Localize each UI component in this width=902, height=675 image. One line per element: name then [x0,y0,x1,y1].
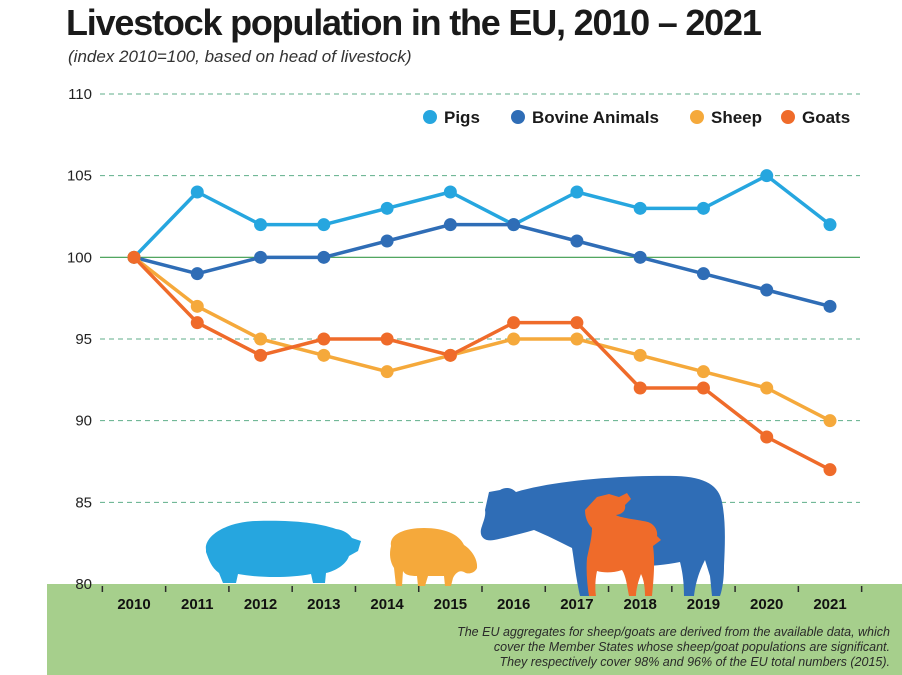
legend-marker [423,110,437,124]
x-tick-label: 2011 [181,596,214,613]
x-tick-label: 2021 [813,596,846,613]
data-point-goats-2017 [570,316,584,330]
legend-label: Goats [802,108,850,127]
data-point-bovine-animals-2016 [507,218,521,232]
data-point-pigs-2018 [633,201,647,215]
data-point-pigs-2015 [443,185,457,199]
series-line-bovine-animals [132,222,832,309]
footnote-line-2: cover the Member States whose sheep/goat… [494,640,890,654]
data-point-bovine-animals-2018 [633,250,647,264]
series-pigs [127,169,837,264]
data-point-goats-2011 [190,316,204,330]
data-point-bovine-animals-2019 [696,267,710,281]
legend-item-bovine-animals: Bovine Animals [511,108,659,127]
x-tick-label: 2017 [560,596,593,613]
data-point-goats-2019 [696,381,710,395]
sheep-silhouette [390,528,478,586]
data-point-bovine-animals-2017 [570,234,584,248]
data-point-goats-2015 [443,348,457,362]
x-tick-label: 2015 [434,596,467,613]
legend-item-sheep: Sheep [690,108,762,127]
data-point-bovine-animals-2015 [443,218,457,232]
data-point-bovine-animals-2011 [190,267,204,281]
data-point-goats-2012 [254,348,268,362]
data-point-pigs-2012 [254,218,268,232]
y-tick-label: 100 [67,249,92,266]
data-point-goats-2013 [317,332,331,346]
legend-marker [690,110,704,124]
data-point-goats-2020 [760,430,774,444]
series-line-pigs [132,173,832,260]
x-tick-label: 2019 [687,596,720,613]
pig-silhouette [205,520,361,583]
data-point-bovine-animals-2013 [317,250,331,264]
y-tick-label: 85 [75,494,92,511]
chart-subtitle: (index 2010=100, based on head of livest… [68,47,412,66]
data-point-goats-2021 [823,463,837,477]
data-point-goats-2010 [127,250,141,264]
y-axis-ticks: 80 85 90 95 100 105 110 [67,86,92,593]
data-point-sheep-2020 [760,381,774,395]
footnote: The EU aggregates for sheep/goats are de… [457,625,890,669]
x-tick-label: 2018 [623,596,656,613]
data-point-bovine-animals-2021 [823,299,837,313]
data-point-sheep-2011 [190,299,204,313]
data-point-sheep-2018 [633,348,647,362]
data-point-goats-2014 [380,332,394,346]
legend-label: Pigs [444,108,480,127]
data-point-pigs-2019 [696,201,710,215]
legend-label: Bovine Animals [532,108,659,127]
x-tick-label: 2014 [370,596,404,613]
y-tick-label: 80 [75,576,92,593]
series-line-goats [132,255,832,472]
data-point-pigs-2014 [380,201,394,215]
data-point-pigs-2013 [317,218,331,232]
data-point-sheep-2012 [254,332,268,346]
legend-item-goats: Goats [781,108,850,127]
y-tick-label: 90 [75,413,92,430]
data-point-sheep-2016 [507,332,521,346]
data-point-pigs-2017 [570,185,584,199]
data-point-sheep-2017 [570,332,584,346]
footnote-line-3: They respectively cover 98% and 96% of t… [500,655,890,669]
series-line-sheep [132,255,832,423]
data-point-pigs-2021 [823,218,837,232]
legend-item-pigs: Pigs [423,108,480,127]
x-axis-ticks: 2010 2011 2012 2013 2014 2015 2016 2017 2018 2019… [101,586,863,613]
data-point-pigs-2020 [760,169,774,183]
ground-band [47,584,902,675]
goat-silhouette [585,493,661,596]
x-tick-label: 2010 [117,596,150,613]
y-tick-label: 95 [75,331,92,348]
data-point-goats-2016 [507,316,521,330]
data-point-sheep-2013 [317,348,331,362]
series-goats [127,250,837,477]
illustrations [205,475,725,596]
data-point-sheep-2021 [823,414,837,428]
y-tick-label: 105 [67,168,92,185]
data-point-bovine-animals-2014 [380,234,394,248]
data-point-goats-2018 [633,381,647,395]
x-tick-label: 2013 [307,596,340,613]
chart-title: Livestock population in the EU, 2010 – 2… [66,2,762,43]
legend-marker [511,110,525,124]
data-point-sheep-2014 [380,365,394,379]
x-tick-label: 2016 [497,596,530,613]
legend-marker [781,110,795,124]
data-point-sheep-2019 [696,365,710,379]
legend: Pigs Bovine Animals Sheep Goats [423,108,850,127]
y-tick-label: 110 [68,86,92,103]
legend-label: Sheep [711,108,762,127]
gridlines [100,93,860,503]
series-layer [127,169,837,477]
data-point-pigs-2011 [190,185,204,199]
series-bovine-animals [127,218,837,313]
x-tick-label: 2020 [750,596,783,613]
data-point-bovine-animals-2012 [254,250,268,264]
x-tick-label: 2012 [244,596,277,613]
data-point-bovine-animals-2020 [760,283,774,297]
footnote-line-1: The EU aggregates for sheep/goats are de… [457,625,890,639]
